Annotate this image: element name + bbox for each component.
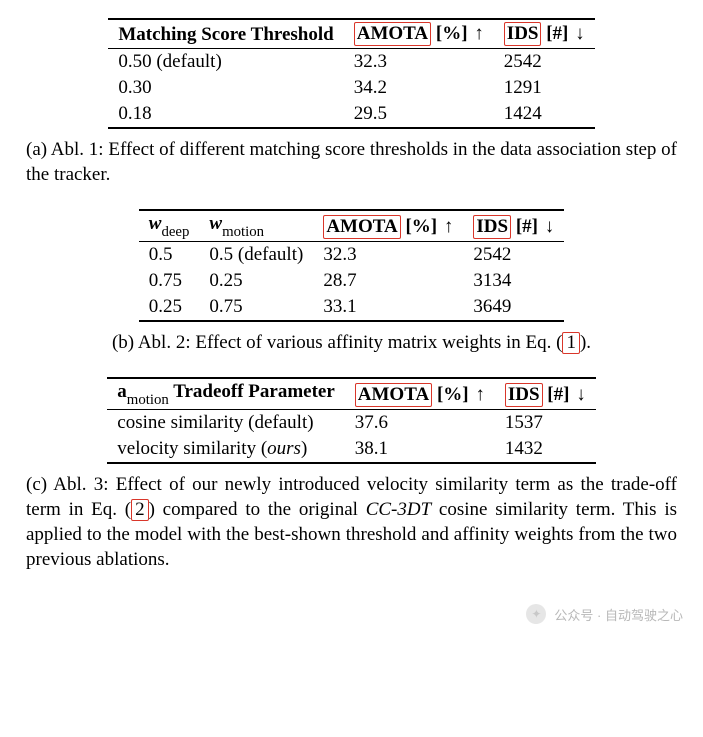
w-motion-sub: motion <box>222 224 264 240</box>
ids-box: IDS <box>505 383 543 407</box>
w-symbol: w <box>209 213 222 234</box>
eq-ref-2[interactable]: 2 <box>131 499 149 521</box>
table-abl1: Matching Score Threshold AMOTA [%] ↑ IDS… <box>108 18 594 129</box>
watermark: ✦ 公众号 · 自动驾驶之心 <box>526 604 683 624</box>
t1-r0-ids: 2542 <box>494 49 595 76</box>
t3-r1-label-text: velocity similarity ( <box>117 438 267 459</box>
t3-r1-label-ital: ours <box>267 438 301 459</box>
wechat-icon: ✦ <box>526 604 546 624</box>
t2-r0-wmotion: 0.5 (default) <box>199 241 313 268</box>
t1-r2-amota: 29.5 <box>344 101 494 128</box>
table-row: velocity similarity (ours) 38.1 1432 <box>107 436 595 463</box>
ids-box: IDS <box>473 215 511 239</box>
t1-r0-amota: 32.3 <box>344 49 494 76</box>
w-deep-sub: deep <box>161 224 189 240</box>
t3-col-amota: AMOTA [%] ↑ <box>345 378 495 409</box>
caption-abl1: (a) Abl. 1: Effect of different matching… <box>26 137 677 187</box>
t2-col-amota: AMOTA [%] ↑ <box>313 210 463 241</box>
table-row: 0.18 29.5 1424 <box>108 101 594 128</box>
t2-r1-wmotion: 0.25 <box>199 268 313 294</box>
t1-r1-ids: 1291 <box>494 75 595 101</box>
t3-label-rest: Tradeoff Parameter <box>169 381 335 402</box>
t1-col-label: Matching Score Threshold <box>108 19 343 49</box>
t3-r1-ids: 1432 <box>495 436 596 463</box>
amota-unit: [%] <box>436 23 468 44</box>
t3-r1-amota: 38.1 <box>345 436 495 463</box>
t2-r2-wmotion: 0.75 <box>199 294 313 321</box>
a-motion-sub: motion <box>127 392 169 408</box>
down-arrow-icon: ↓ <box>543 216 555 238</box>
down-arrow-icon: ↓ <box>573 23 585 45</box>
watermark-text: 公众号 · 自动驾驶之心 <box>554 605 683 624</box>
ids-unit: [#] <box>516 216 538 237</box>
table-row: 0.75 0.25 28.7 3134 <box>139 268 564 294</box>
t2-r0-ids: 2542 <box>463 241 564 268</box>
watermark-prefix: 公众号 · <box>554 608 605 623</box>
up-arrow-icon: ↑ <box>473 384 485 406</box>
ids-unit: [#] <box>547 384 569 405</box>
t2-r2-ids: 3649 <box>463 294 564 321</box>
amota-unit: [%] <box>405 216 437 237</box>
ids-box: IDS <box>504 22 542 46</box>
caption3-p2: ) compared to the original <box>149 499 366 520</box>
table-row: 0.5 0.5 (default) 32.3 2542 <box>139 241 564 268</box>
t2-col-ids: IDS [#] ↓ <box>463 210 564 241</box>
a-symbol: a <box>117 381 127 402</box>
table-row: 0.50 (default) 32.3 2542 <box>108 49 594 76</box>
table-row: 0.30 34.2 1291 <box>108 75 594 101</box>
t1-r2-label: 0.18 <box>108 101 343 128</box>
t3-r0-ids: 1537 <box>495 409 596 436</box>
amota-box: AMOTA <box>354 22 431 46</box>
t3-r1-label: velocity similarity (ours) <box>107 436 344 463</box>
t1-col-label-text: Matching Score Threshold <box>118 24 333 45</box>
t1-r0-label: 0.50 (default) <box>108 49 343 76</box>
t2-r2-amota: 33.1 <box>313 294 463 321</box>
t3-r1-label-close: ) <box>301 438 307 459</box>
t1-r1-label: 0.30 <box>108 75 343 101</box>
t2-col-wmotion: wmotion <box>199 210 313 241</box>
table-abl3: amotion Tradeoff Parameter AMOTA [%] ↑ I… <box>107 377 595 464</box>
up-arrow-icon: ↑ <box>472 23 484 45</box>
t2-r1-ids: 3134 <box>463 268 564 294</box>
w-symbol: w <box>149 213 162 234</box>
t2-col-wdeep: wdeep <box>139 210 200 241</box>
t3-r0-label-text: cosine similarity (default) <box>117 412 313 433</box>
t3-col-ids: IDS [#] ↓ <box>495 378 596 409</box>
table-row: cosine similarity (default) 37.6 1537 <box>107 409 595 436</box>
t1-r2-ids: 1424 <box>494 101 595 128</box>
caption-abl2: (b) Abl. 2: Effect of various affinity m… <box>26 330 677 355</box>
amota-box: AMOTA <box>323 215 400 239</box>
t1-col-amota: AMOTA [%] ↑ <box>344 19 494 49</box>
t2-r0-amota: 32.3 <box>313 241 463 268</box>
amota-box: AMOTA <box>355 383 432 407</box>
table-abl2: wdeep wmotion AMOTA [%] ↑ IDS [#] ↓ 0.5 … <box>139 209 564 322</box>
watermark-name: 自动驾驶之心 <box>605 608 683 623</box>
eq-ref-1[interactable]: 1 <box>562 332 580 354</box>
caption-abl3: (c) Abl. 3: Effect of our newly introduc… <box>26 472 677 572</box>
t1-r1-amota: 34.2 <box>344 75 494 101</box>
t2-r2-wdeep: 0.25 <box>139 294 200 321</box>
t1-col-ids: IDS [#] ↓ <box>494 19 595 49</box>
up-arrow-icon: ↑ <box>442 216 454 238</box>
caption2-after: ). <box>580 332 591 353</box>
t3-r0-label: cosine similarity (default) <box>107 409 344 436</box>
caption2-before: (b) Abl. 2: Effect of various affinity m… <box>112 332 562 353</box>
table-row: 0.25 0.75 33.1 3649 <box>139 294 564 321</box>
t2-r1-amota: 28.7 <box>313 268 463 294</box>
ids-unit: [#] <box>546 23 568 44</box>
amota-unit: [%] <box>437 384 469 405</box>
down-arrow-icon: ↓ <box>574 384 586 406</box>
t3-r0-amota: 37.6 <box>345 409 495 436</box>
t2-r1-wdeep: 0.75 <box>139 268 200 294</box>
cc3dt-name: CC-3DT <box>366 499 431 520</box>
t3-col-label: amotion Tradeoff Parameter <box>107 378 344 409</box>
t2-r0-wdeep: 0.5 <box>139 241 200 268</box>
